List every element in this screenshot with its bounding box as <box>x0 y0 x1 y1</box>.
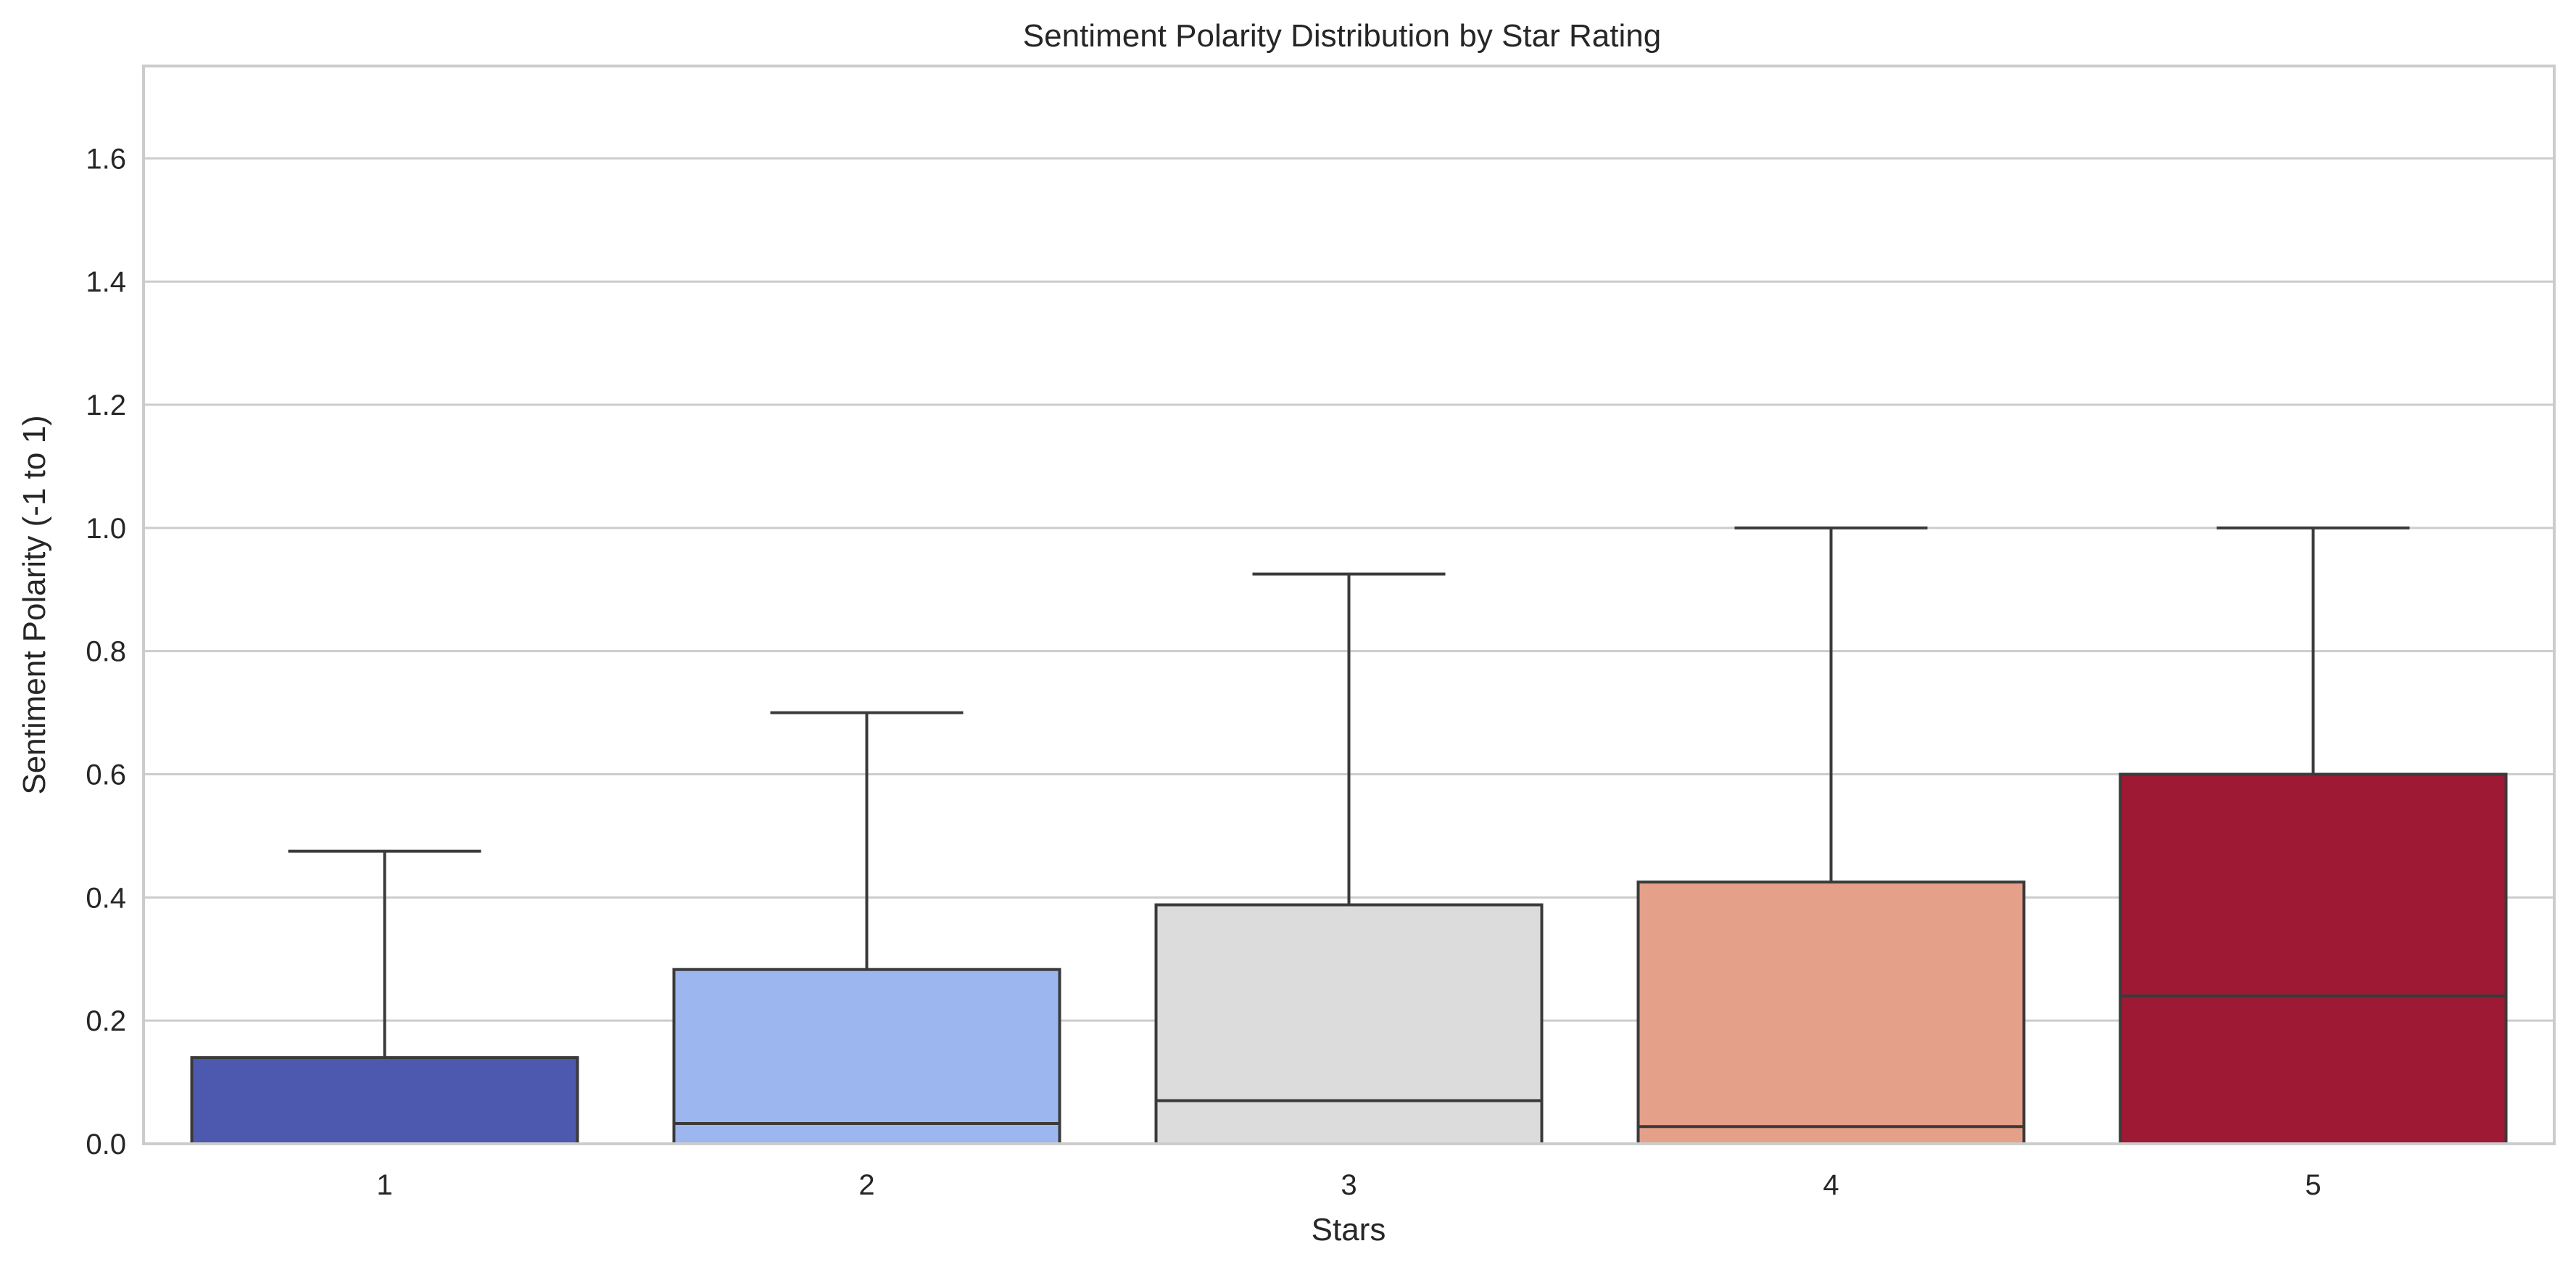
box-body <box>672 968 1061 1146</box>
y-tick-label: 0.4 <box>86 882 126 914</box>
box-2 <box>672 711 1061 1146</box>
box-4 <box>1636 526 2026 1145</box>
x-tick-label: 4 <box>1823 1169 1839 1201</box>
y-tick-label: 0.8 <box>86 636 126 668</box>
box-1 <box>190 849 579 1145</box>
y-tick-label: 0.0 <box>86 1129 126 1160</box>
y-tick-label: 1.0 <box>86 513 126 545</box>
x-tick-label: 2 <box>858 1169 874 1201</box>
box-body <box>1154 903 1544 1146</box>
box-body <box>2119 772 2508 1145</box>
box-body <box>1636 881 2026 1145</box>
y-axis-label: Sentiment Polarity (-1 to 1) <box>17 415 52 794</box>
box-5 <box>2119 526 2508 1145</box>
chart-title: Sentiment Polarity Distribution by Star … <box>1023 18 1661 54</box>
x-tick-labels: 1 2 3 4 5 <box>376 1169 2321 1201</box>
y-tick-label: 0.6 <box>86 759 126 791</box>
x-tick-label: 3 <box>1341 1169 1357 1201</box>
x-tick-label: 5 <box>2305 1169 2321 1201</box>
box-series <box>190 526 2508 1146</box>
y-tick-labels: 0.0 0.2 0.4 0.6 0.8 1.0 1.2 1.4 1.6 <box>86 143 126 1160</box>
y-tick-label: 1.6 <box>86 143 126 175</box>
box-3 <box>1154 572 1544 1146</box>
y-tick-label: 1.4 <box>86 266 126 298</box>
x-tick-label: 1 <box>376 1169 392 1201</box>
y-tick-label: 1.2 <box>86 389 126 421</box>
x-axis-label: Stars <box>1312 1212 1386 1248</box>
y-tick-label: 0.2 <box>86 1005 126 1037</box>
box-body <box>190 1056 579 1145</box>
plot-frame <box>142 65 2556 1145</box>
